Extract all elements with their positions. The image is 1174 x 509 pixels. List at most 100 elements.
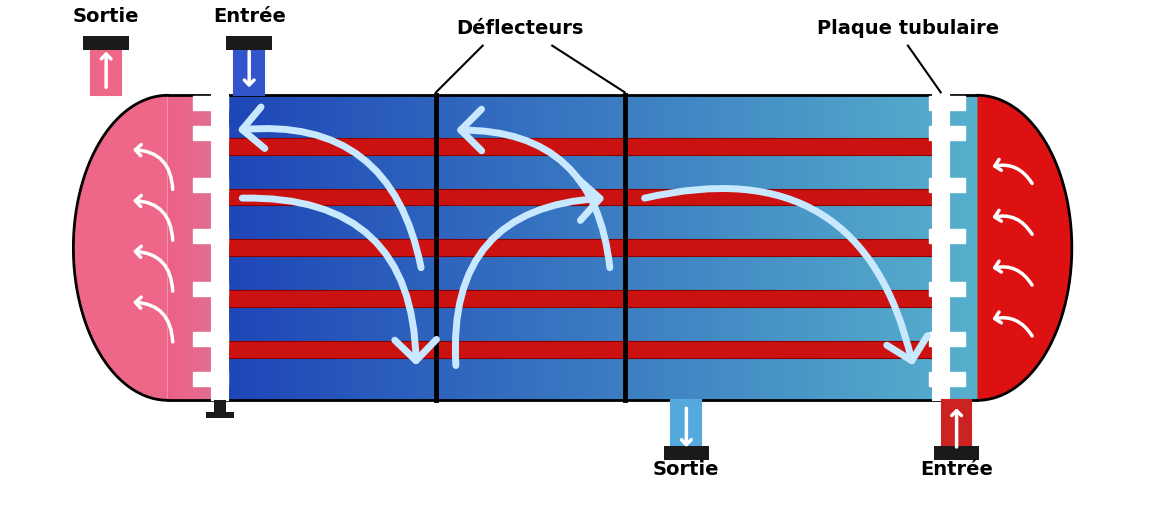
Bar (872, 95, 876, 400)
Bar (303, 95, 306, 400)
Bar (257, 95, 261, 400)
Bar (228, 239, 933, 256)
Bar (708, 95, 711, 400)
Bar (735, 95, 738, 400)
Bar (551, 95, 555, 400)
Bar (451, 95, 456, 400)
Bar (235, 44, 264, 95)
Bar (540, 95, 545, 400)
Bar (297, 95, 302, 400)
Bar (600, 95, 603, 400)
Bar (885, 95, 890, 400)
Bar (440, 95, 445, 400)
Bar (193, 96, 228, 110)
Bar (457, 95, 460, 400)
Bar (189, 95, 194, 400)
Bar (527, 95, 531, 400)
Bar (448, 95, 453, 400)
Bar (610, 95, 614, 400)
Bar (194, 95, 196, 400)
Bar (193, 282, 228, 296)
Bar (640, 95, 645, 400)
Bar (305, 95, 310, 400)
Bar (268, 95, 272, 400)
Bar (635, 95, 639, 400)
Bar (332, 95, 337, 400)
Bar (443, 95, 447, 400)
Bar (201, 95, 203, 400)
Bar (756, 95, 761, 400)
Bar (694, 95, 699, 400)
Bar (92, 44, 121, 95)
Bar (748, 95, 753, 400)
Bar (935, 95, 938, 400)
Bar (241, 95, 245, 400)
Bar (799, 95, 803, 400)
Bar (858, 95, 863, 400)
Bar (197, 95, 202, 400)
Bar (664, 95, 668, 400)
Bar (700, 95, 703, 400)
Bar (535, 95, 539, 400)
Bar (740, 95, 744, 400)
Bar (929, 178, 965, 192)
Bar (188, 95, 190, 400)
Bar (170, 95, 175, 400)
Bar (932, 95, 936, 400)
Bar (783, 95, 788, 400)
Bar (569, 95, 574, 400)
Bar (542, 95, 547, 400)
Bar (295, 95, 298, 400)
Bar (478, 95, 483, 400)
Bar (419, 95, 423, 400)
Bar (704, 95, 709, 400)
Bar (943, 95, 946, 400)
Bar (916, 95, 919, 400)
Bar (416, 95, 420, 400)
Bar (772, 95, 776, 400)
Bar (335, 95, 339, 400)
Bar (351, 95, 356, 400)
Bar (843, 95, 846, 400)
Bar (176, 95, 178, 400)
Bar (529, 95, 534, 400)
Bar (592, 95, 595, 400)
Bar (181, 95, 182, 400)
Bar (745, 95, 749, 400)
Bar (880, 95, 884, 400)
Bar (632, 95, 636, 400)
Bar (461, 95, 466, 400)
Bar (470, 95, 474, 400)
Bar (608, 95, 612, 400)
Bar (193, 373, 228, 386)
Bar (812, 95, 817, 400)
Bar (370, 95, 375, 400)
Bar (207, 412, 235, 418)
Bar (292, 95, 296, 400)
Bar (427, 95, 431, 400)
Bar (349, 95, 352, 400)
Bar (183, 95, 184, 400)
Bar (481, 95, 485, 400)
Bar (200, 95, 201, 400)
Bar (357, 95, 360, 400)
Bar (193, 332, 228, 346)
Bar (675, 95, 680, 400)
Bar (228, 188, 933, 206)
Bar (208, 95, 210, 400)
Bar (831, 95, 836, 400)
Bar (864, 95, 869, 400)
Bar (362, 95, 366, 400)
Bar (465, 95, 468, 400)
Bar (191, 95, 193, 400)
Bar (169, 95, 170, 400)
Bar (421, 95, 426, 400)
Bar (781, 95, 784, 400)
Bar (193, 230, 228, 243)
Bar (947, 95, 952, 400)
Bar (355, 95, 358, 400)
Bar (373, 95, 377, 400)
Bar (173, 95, 174, 400)
Bar (578, 95, 582, 400)
Bar (227, 36, 272, 49)
